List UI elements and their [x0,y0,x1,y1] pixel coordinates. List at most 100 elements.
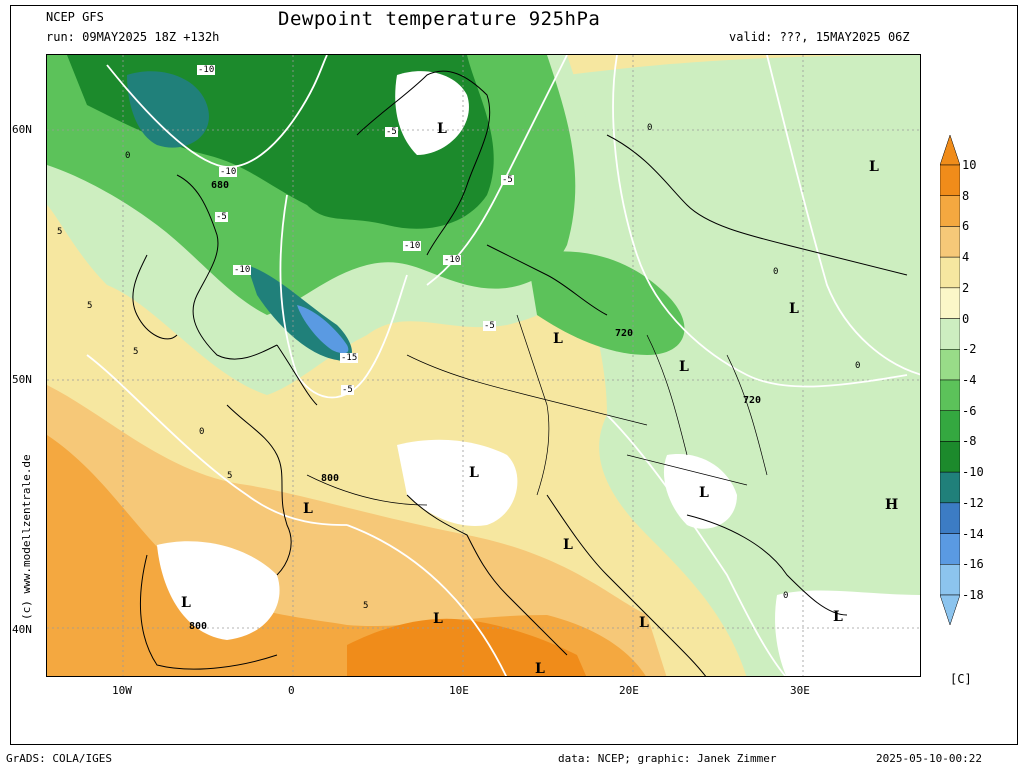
low-center: L [535,661,545,677]
low-center: L [469,465,479,481]
colorbar-label: 10 [962,158,977,172]
contour-label: -10 [197,65,216,75]
lon-label-10e: 10E [449,684,469,697]
mask-scandinavia [395,71,469,155]
colorbar-swatch [939,502,961,534]
colorbar-bottom-arrow [939,594,961,626]
height-label: 800 [189,621,208,632]
mask-alps [397,439,518,526]
field-lightgreen-east [567,55,920,676]
height-label: 800 [321,473,340,484]
colorbar-label: -16 [962,557,984,572]
contour-label: -10 [403,241,422,251]
colorbar-swatch [939,349,961,381]
coastlines [132,70,908,676]
side-credit: (c) www.modellzentrale.de [20,454,33,620]
colorbar-label: -18 [962,588,984,602]
contour-label: 5 [87,301,93,311]
legend-unit: [C] [950,672,972,686]
contour-label: -5 [215,212,228,222]
field-orange-dark [347,618,587,676]
lon-label-20e: 20E [619,684,639,697]
low-center: L [181,595,191,611]
colorbar-swatch [939,195,961,227]
lat-label-50n: 50N [12,373,32,386]
low-center: L [437,121,447,137]
colorbar-swatch [939,533,961,565]
colorbar-swatch [939,564,961,596]
height-label: 720 [615,328,634,339]
colorbar-label: 8 [962,188,970,203]
country-borders [306,314,768,506]
contour-label: 5 [57,227,63,237]
low-center: L [679,359,689,375]
colorbar-label: 6 [962,219,970,234]
low-center: L [833,609,843,625]
contour-label: -5 [483,321,496,331]
low-center: L [699,485,709,501]
colorbar-label: 4 [962,250,970,265]
colorbar-label: -14 [962,526,984,541]
lon-label-0: 0 [288,684,295,697]
colorbar-label: -4 [962,373,977,387]
footer-timestamp: 2025-05-10-00:22 [876,752,982,765]
lat-label-60n: 60N [12,123,32,136]
high-center: H [885,497,899,513]
contour-label: -5 [501,175,514,185]
colorbar-label: 2 [962,280,970,295]
field-teal-north [127,71,209,148]
low-center: L [563,537,573,553]
contour-label: -10 [233,265,252,275]
contour-label: 0 [647,123,653,133]
height-label: 680 [211,180,230,191]
plot-frame [10,5,1018,745]
contour-label: -10 [443,255,462,265]
mask-anatolia [775,590,920,676]
height-label: 720 [743,395,762,406]
contour-label: 0 [773,267,779,277]
lon-label-10w: 10W [112,684,132,697]
contour-label: -5 [385,127,398,137]
colorbar-label: -12 [962,495,984,510]
low-center: L [303,501,313,517]
footer-grads: GrADS: COLA/IGES [6,752,112,765]
colorbar-swatch [939,287,961,319]
colorbar-swatch [939,379,961,411]
contour-label: 0 [855,361,861,371]
colorbar-swatch [939,471,961,504]
lat-label-40n: 40N [12,623,32,636]
colorbar-swatch [939,318,961,350]
dewpoint-map: -10 -10 -10 -5 -5 -5 -10 -10 -15 -5 -5 0… [46,54,921,677]
colorbar-label: -6 [962,403,977,418]
contour-label: 0 [199,427,205,437]
model-name: NCEP GFS [46,10,104,24]
map-title: Dewpoint temperature 925hPa [278,8,601,30]
footer-credit: data: NCEP; graphic: Janek Zimmer [558,752,777,765]
colorbar-swatch [939,256,961,289]
low-center: L [789,301,799,317]
contour-label: -5 [341,385,354,395]
contour-label: 5 [363,601,369,611]
field-green-poland [527,251,685,355]
low-center: L [553,331,563,347]
low-center: L [639,615,649,631]
colorbar-label: -10 [962,465,984,480]
colorbar-top-arrow [939,134,961,166]
colorbar-swatch [939,164,961,196]
run-info: run: 09MAY2025 18Z +132h [46,30,220,44]
contour-label: 5 [227,471,233,481]
mask-iberia [157,541,280,640]
colorbar-swatch [939,410,961,442]
contour-label: -10 [219,167,238,177]
colorbar-label: 0 [962,311,970,326]
contour-label: 0 [783,591,789,601]
graticule [47,55,920,676]
contour-label: 0 [125,151,131,161]
lon-label-30e: 30E [790,684,810,697]
colorbar-swatch [939,441,961,473]
contour-label: 5 [133,347,139,357]
low-center: L [869,159,879,175]
contour-label: -15 [340,353,359,363]
colorbar-label: -2 [962,342,977,357]
colorbar [939,134,961,626]
